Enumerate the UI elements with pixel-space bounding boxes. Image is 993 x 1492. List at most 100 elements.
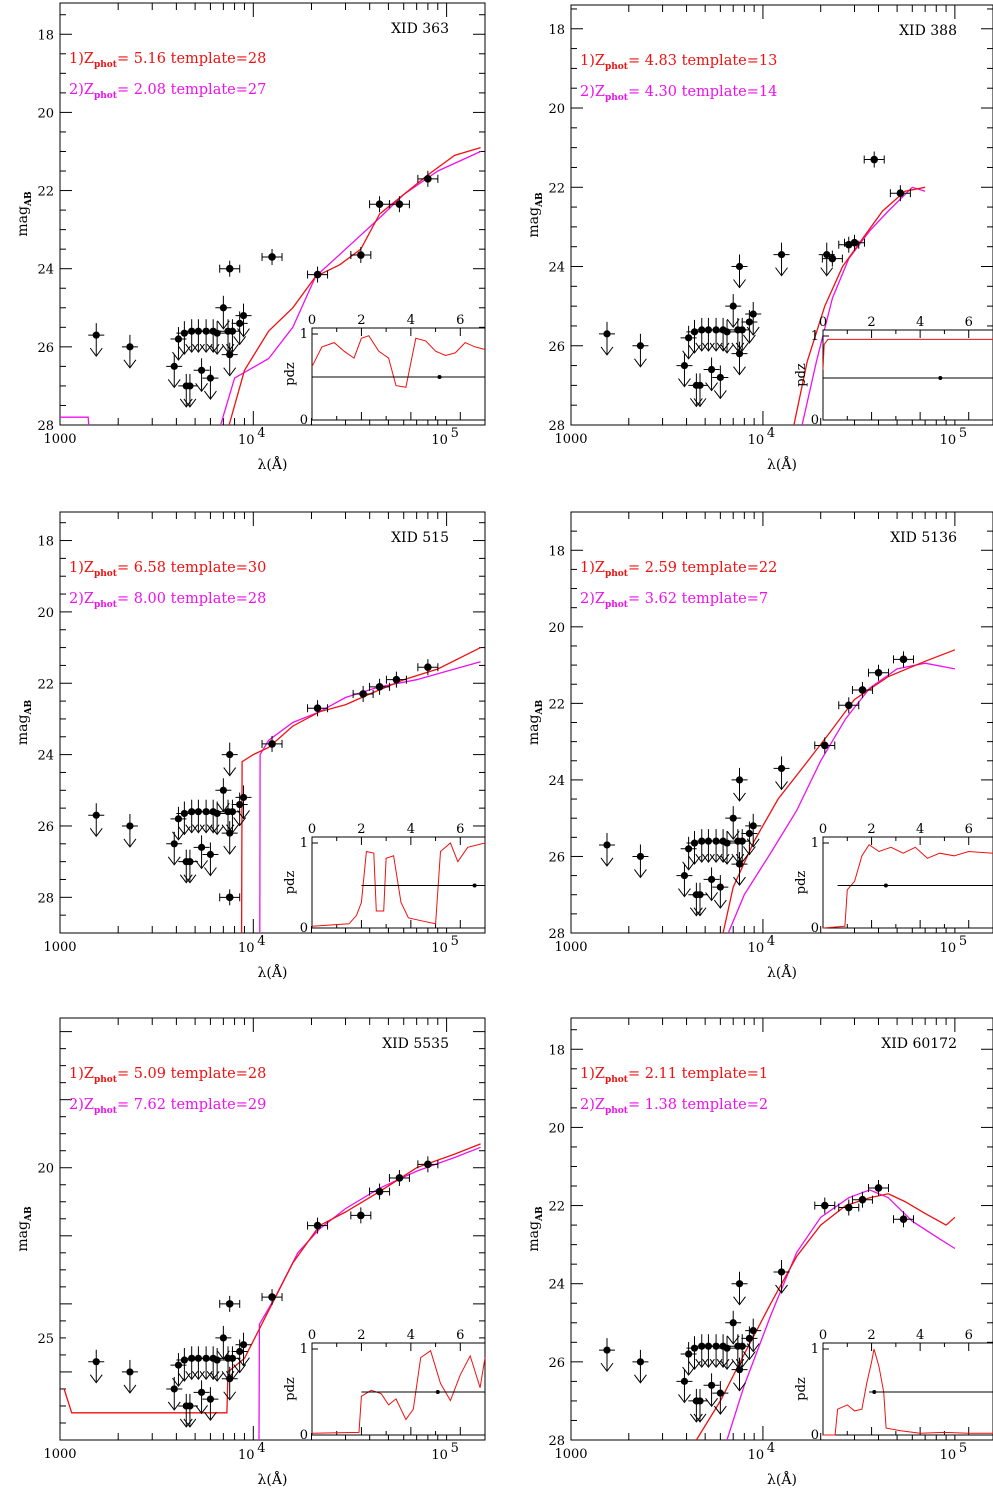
detection-marker: [874, 668, 883, 677]
upper-limit-arrow: [720, 855, 734, 865]
upper-limit-marker: [219, 786, 227, 794]
upper-limit-marker: [603, 330, 611, 338]
upper-limit-point: [190, 1346, 207, 1381]
detection-point: [369, 1183, 391, 1200]
x-tick-label-1e4: 10: [238, 1448, 255, 1463]
upper-limit-point: [190, 319, 207, 354]
pdz-y-label: pdz: [794, 363, 809, 387]
detection-marker: [375, 200, 384, 209]
pdz-y-label: pdz: [283, 362, 298, 386]
detection-point: [417, 1156, 439, 1173]
x-axis-label: λ(Å): [258, 1470, 288, 1488]
upper-limit-arrow: [210, 345, 224, 356]
detection-marker: [313, 1221, 322, 1230]
upper-limit-marker: [180, 1356, 188, 1364]
upper-limit-arrow: [195, 1405, 208, 1415]
y-tick-label: 28: [37, 419, 54, 434]
upper-limit-marker: [170, 1385, 178, 1393]
upper-limit-marker: [219, 304, 227, 312]
solution-sol1: 1)Zphot= 5.16 template=28: [69, 51, 266, 70]
y-tick-label: 24: [37, 263, 54, 278]
solution-prefix: 1)Z: [580, 560, 605, 576]
solution-sub: phot: [605, 1075, 629, 1085]
upper-limit-arrow: [746, 1343, 760, 1353]
y-tick-label: 26: [37, 820, 54, 835]
y-tick-label: 24: [37, 749, 54, 764]
upper-limit-arrow: [709, 1358, 723, 1369]
upper-limit-point: [734, 1334, 751, 1369]
upper-limit-point: [221, 1366, 238, 1401]
solution-text: = 7.62 template=29: [117, 1097, 266, 1113]
upper-limit-point: [202, 366, 219, 400]
solution-text: = 4.83 template=13: [628, 53, 777, 69]
upper-limit-point: [598, 832, 615, 867]
xid-label: XID 515: [391, 530, 449, 546]
y-axis-label-main: mag: [15, 206, 31, 237]
upper-limit-marker: [680, 361, 689, 370]
x-tick-label-exp5: 5: [451, 1441, 459, 1456]
y-axis-label-main: mag: [526, 207, 542, 238]
upper-limit-point: [121, 813, 138, 848]
upper-limit-arrow: [688, 1360, 701, 1371]
sed-template-2: [726, 1189, 956, 1440]
pdz-x-tick-label: 4: [916, 822, 924, 837]
y-tick-label: 18: [37, 28, 54, 43]
y-axis-label: magAB: [15, 1206, 34, 1252]
upper-limit-marker: [707, 875, 716, 884]
y-axis-label-sub: AB: [535, 700, 545, 716]
upper-limit-marker: [735, 1366, 744, 1374]
upper-limit-point: [745, 302, 762, 336]
detection-point: [814, 737, 836, 754]
upper-limit-marker: [690, 1344, 699, 1352]
pdz-frame: [311, 1342, 486, 1436]
upper-limit-point: [725, 1310, 742, 1345]
upper-limit-arrow: [172, 1377, 185, 1387]
upper-limit-point: [676, 863, 693, 898]
detection-point: [350, 247, 372, 264]
x-tick-label-exp4: 4: [257, 934, 265, 949]
upper-limit-arrow: [195, 382, 208, 393]
pdz-x-tick-label: 6: [456, 313, 464, 328]
upper-limit-point: [680, 1342, 697, 1376]
upper-limit-marker: [236, 1347, 244, 1356]
upper-limit-marker: [226, 1375, 234, 1383]
detection-marker: [820, 1201, 829, 1210]
detection-marker: [858, 686, 867, 694]
upper-limit-marker: [729, 1319, 737, 1327]
upper-limit-arrow: [172, 831, 185, 841]
upper-limit-marker: [603, 841, 611, 849]
upper-limit-arrow: [709, 853, 723, 863]
detection-marker: [424, 663, 432, 671]
x-tick-label-1e4: 10: [748, 941, 765, 956]
solution-sol2: 2)Zphot= 1.38 template=2: [580, 1097, 768, 1116]
y-tick-label: 26: [548, 1356, 565, 1371]
upper-limit-marker: [92, 1358, 100, 1366]
solution-prefix: 1)Z: [69, 1066, 94, 1082]
detection-point: [889, 185, 911, 202]
detection-point: [838, 1199, 860, 1216]
upper-limit-marker: [239, 793, 248, 802]
upper-limit-point: [121, 334, 138, 369]
sed-template-1: [63, 1143, 481, 1414]
detection-marker: [313, 704, 322, 713]
upper-limit-marker: [690, 839, 699, 847]
detection-point: [261, 735, 283, 752]
solution-sol1: 1)Zphot= 2.59 template=22: [580, 560, 777, 579]
solution-sol1: 1)Zphot= 5.09 template=28: [69, 1066, 266, 1085]
pdz-x-tick-label: 4: [407, 1328, 415, 1343]
upper-limit-arrow: [199, 824, 213, 834]
solution-sub: phot: [94, 1106, 118, 1116]
upper-limit-marker: [126, 822, 134, 830]
detection-point: [388, 196, 410, 213]
upper-limit-marker: [707, 1381, 716, 1389]
solution-sub: phot: [605, 569, 629, 579]
upper-limit-point: [700, 317, 717, 352]
upper-limit-marker: [738, 837, 746, 845]
y-tick-label: 24: [548, 1278, 565, 1293]
pdz-y-tick-label: 0: [300, 921, 308, 936]
upper-limit-marker: [777, 251, 786, 259]
upper-limit-arrow: [735, 1358, 749, 1369]
upper-limit-marker: [236, 319, 244, 328]
